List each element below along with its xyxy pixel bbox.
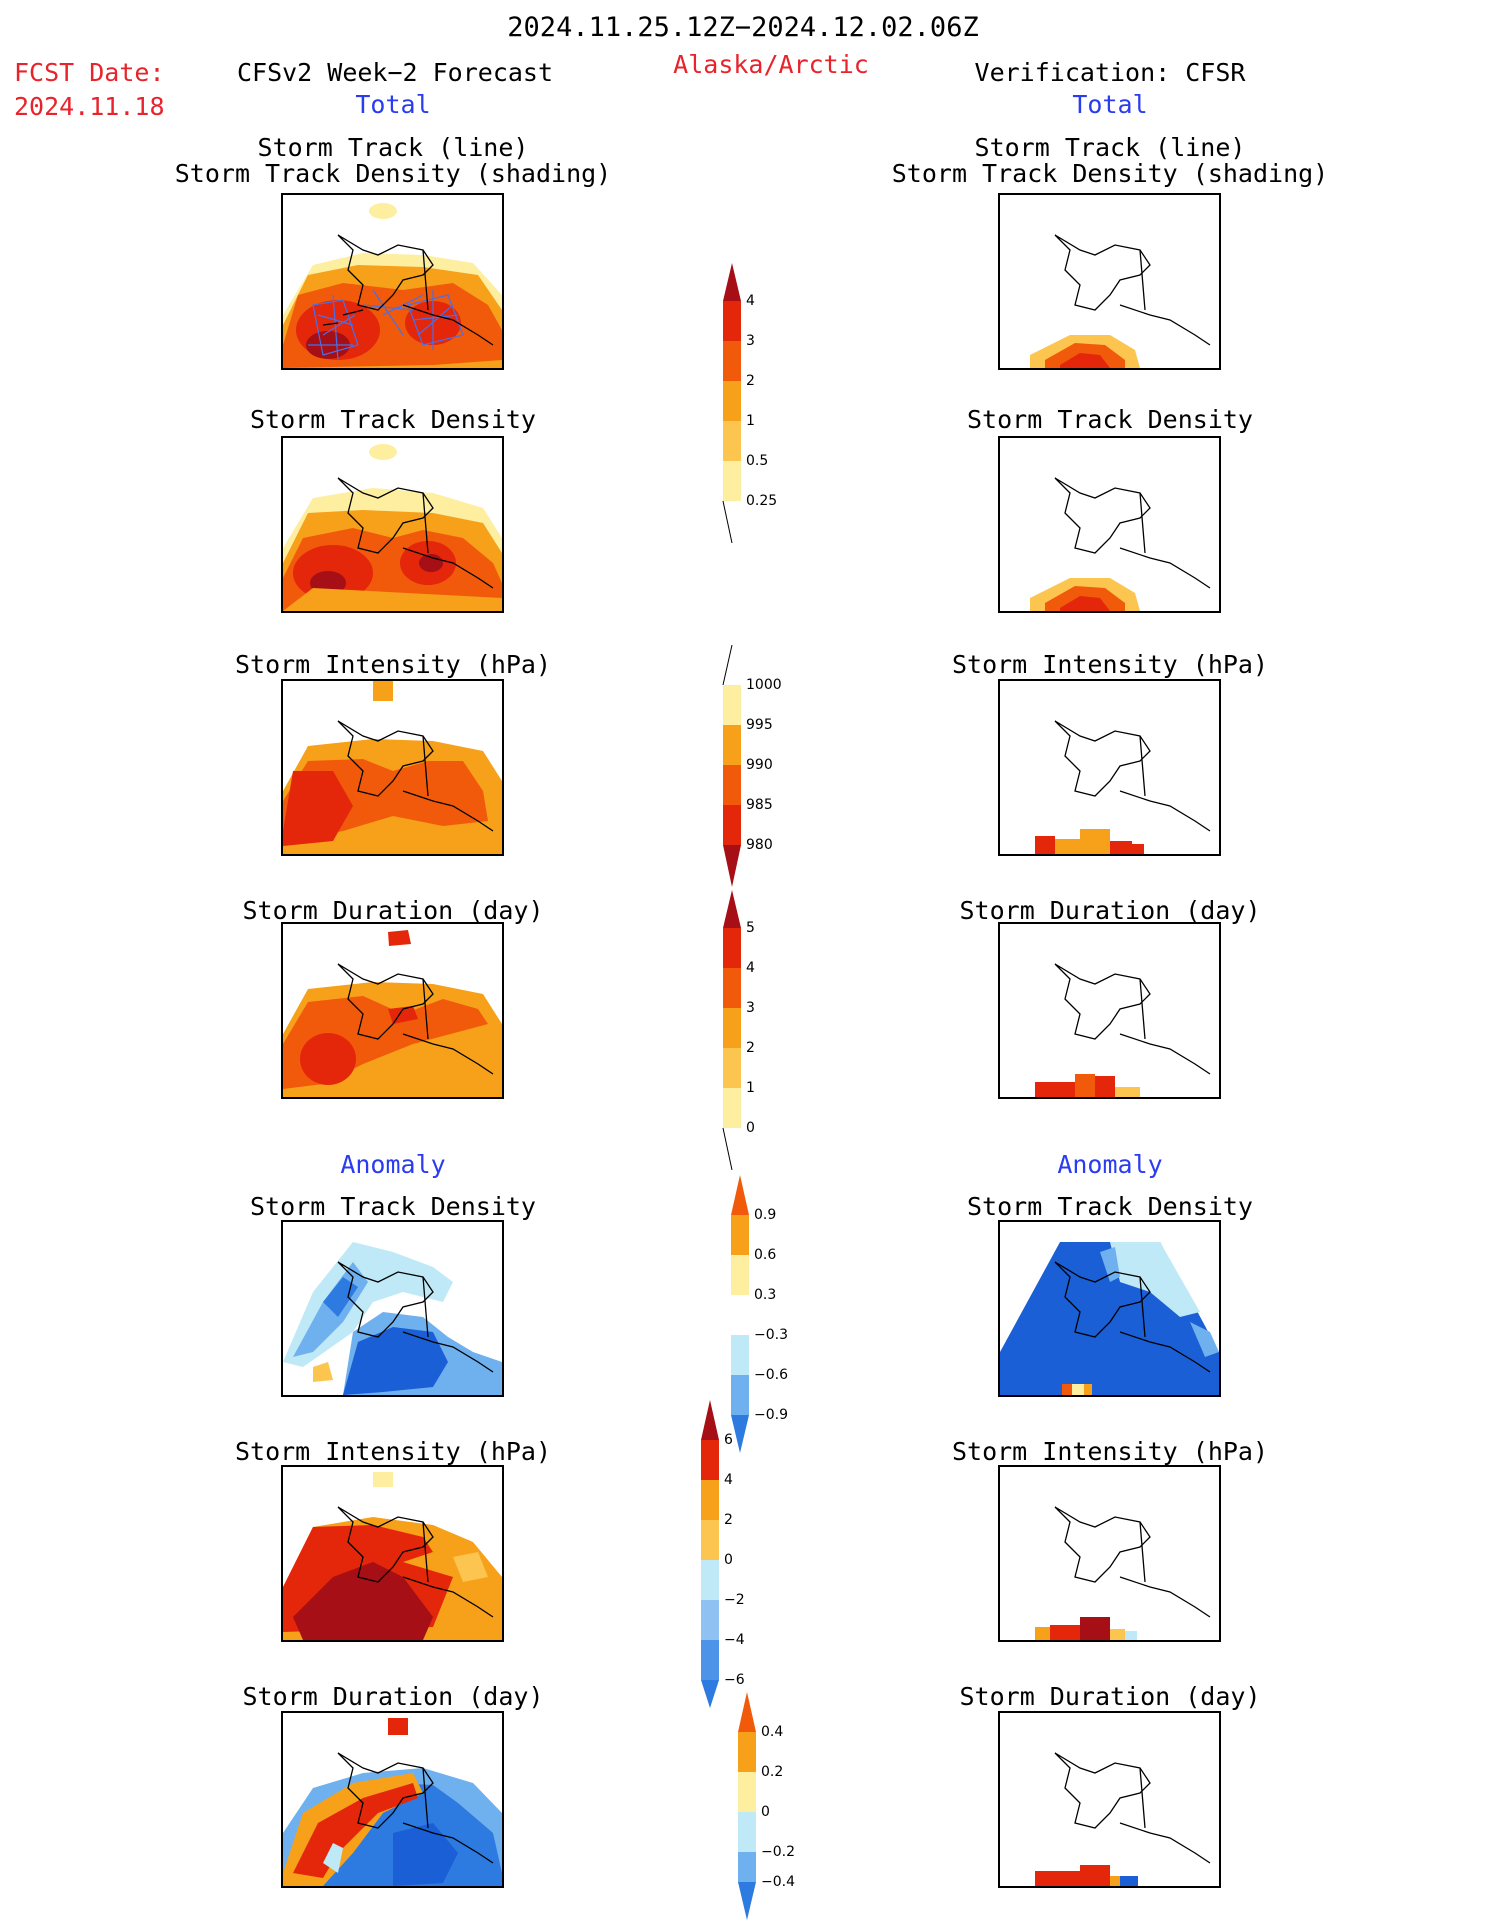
cbar-label: 0.25: [746, 493, 777, 509]
cbar-label: 2: [746, 373, 755, 389]
cbar-label: 0.2: [761, 1764, 783, 1780]
cbar-label: −6: [724, 1672, 745, 1688]
left-track-title-1: Storm Track (line): [257, 133, 529, 162]
cbar-label: 1: [746, 1080, 755, 1096]
cbar-label: 990: [746, 757, 773, 773]
map-verif-track: [998, 193, 1221, 370]
left-density-title: Storm Track Density: [250, 405, 536, 434]
colorbar-duration-anom: 0.4 0.2 0 −0.2 −0.4: [738, 1692, 795, 1920]
colorbar-intensity-anom: 6 4 2 0 −2 −4 −6: [701, 1400, 745, 1708]
cbar-label: −4: [724, 1632, 745, 1648]
cbar-label: 1: [746, 413, 755, 429]
left-anomaly-label: Anomaly: [340, 1150, 446, 1179]
map-forecast-anom-intensity: [281, 1465, 504, 1642]
map-verif-density: [998, 436, 1221, 613]
cbar-label: −0.6: [754, 1367, 788, 1383]
right-total-label: Total: [1072, 90, 1148, 119]
left-track-title-2: Storm Track Density (shading): [174, 159, 612, 188]
map-verif-intensity: [998, 679, 1221, 856]
cbar-label: 4: [724, 1472, 733, 1488]
left-total-label: Total: [355, 90, 431, 119]
left-anom-duration-title: Storm Duration (day): [242, 1682, 544, 1711]
right-anom-duration-title: Storm Duration (day): [959, 1682, 1261, 1711]
period-title: 2024.11.25.12Z−2024.12.02.06Z: [507, 12, 979, 43]
cbar-label: 0.5: [746, 453, 768, 469]
map-forecast-density: [281, 436, 504, 613]
cbar-label: 985: [746, 797, 773, 813]
cbar-label: 3: [746, 1000, 755, 1016]
cbar-label: 0: [724, 1552, 733, 1568]
region-title: Alaska/Arctic: [673, 50, 869, 79]
fcst-date-value: 2024.11.18: [14, 92, 165, 121]
right-column-title: Verification: CFSR: [974, 58, 1246, 87]
cbar-label: 980: [746, 837, 773, 853]
map-verif-anom-intensity: [998, 1465, 1221, 1642]
map-verif-anom-duration: [998, 1711, 1221, 1888]
colorbar-density-total: 4 3 2 1 0.5 0.25: [722, 263, 777, 543]
right-track-title-1: Storm Track (line): [974, 133, 1246, 162]
cbar-label: 1000: [746, 677, 782, 693]
cbar-label: 995: [746, 717, 773, 733]
left-anom-density-title: Storm Track Density: [250, 1192, 536, 1221]
right-anom-density-title: Storm Track Density: [967, 1192, 1253, 1221]
left-duration-title: Storm Duration (day): [242, 896, 544, 925]
cbar-label: −2: [724, 1592, 745, 1608]
cbar-label: 4: [746, 293, 755, 309]
left-anom-intensity-title: Storm Intensity (hPa): [234, 1437, 552, 1466]
right-duration-title: Storm Duration (day): [959, 896, 1261, 925]
map-forecast-duration: [281, 922, 504, 1099]
fcst-date-label: FCST Date:: [14, 58, 165, 87]
right-anomaly-label: Anomaly: [1057, 1150, 1163, 1179]
map-forecast-anom-duration: [281, 1711, 504, 1888]
cbar-label: 6: [724, 1432, 733, 1448]
cbar-label: 0: [746, 1120, 755, 1136]
colorbar-duration-total: 5 4 3 2 1 0: [722, 890, 755, 1170]
right-anom-intensity-title: Storm Intensity (hPa): [951, 1437, 1269, 1466]
cbar-label: 0.9: [754, 1207, 776, 1223]
map-forecast-intensity: [281, 679, 504, 856]
map-verif-duration: [998, 922, 1221, 1099]
cbar-label: −0.3: [754, 1327, 788, 1343]
map-verif-anom-density: [998, 1220, 1221, 1397]
cbar-label: 3: [746, 333, 755, 349]
cbar-label: 4: [746, 960, 755, 976]
cbar-label: −0.9: [754, 1407, 788, 1423]
cbar-label: 0.6: [754, 1247, 776, 1263]
colorbar-intensity-total: 1000 995 990 985 980: [722, 645, 782, 887]
cbar-label: −0.4: [761, 1874, 795, 1890]
cbar-label: 5: [746, 920, 755, 936]
cbar-label: 0: [761, 1804, 770, 1820]
map-forecast-anom-density: [281, 1220, 504, 1397]
colorbar-density-anom: 0.9 0.6 0.3 −0.3 −0.6 −0.9: [731, 1175, 788, 1453]
cbar-label: 0.3: [754, 1287, 776, 1303]
right-density-title: Storm Track Density: [967, 405, 1253, 434]
cbar-label: 2: [724, 1512, 733, 1528]
cbar-label: −0.2: [761, 1844, 795, 1860]
right-track-title-2: Storm Track Density (shading): [891, 159, 1329, 188]
map-forecast-track: [281, 193, 504, 370]
right-intensity-title: Storm Intensity (hPa): [951, 650, 1269, 679]
cbar-label: 0.4: [761, 1724, 783, 1740]
left-column-title: CFSv2 Week−2 Forecast: [236, 58, 554, 87]
cbar-label: 2: [746, 1040, 755, 1056]
left-intensity-title: Storm Intensity (hPa): [234, 650, 552, 679]
